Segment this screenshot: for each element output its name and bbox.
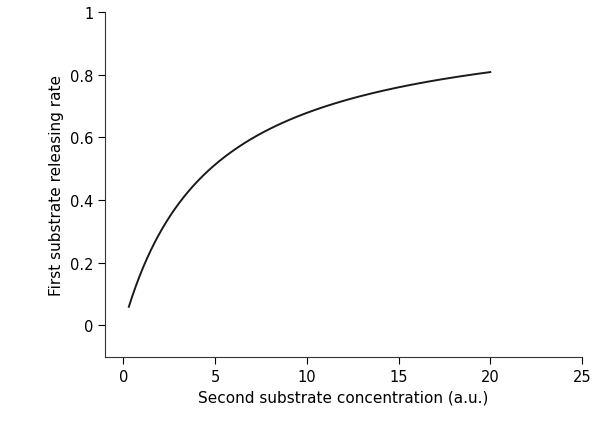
Y-axis label: First substrate releasing rate: First substrate releasing rate: [49, 75, 64, 295]
X-axis label: Second substrate concentration (a.u.): Second substrate concentration (a.u.): [199, 389, 488, 404]
